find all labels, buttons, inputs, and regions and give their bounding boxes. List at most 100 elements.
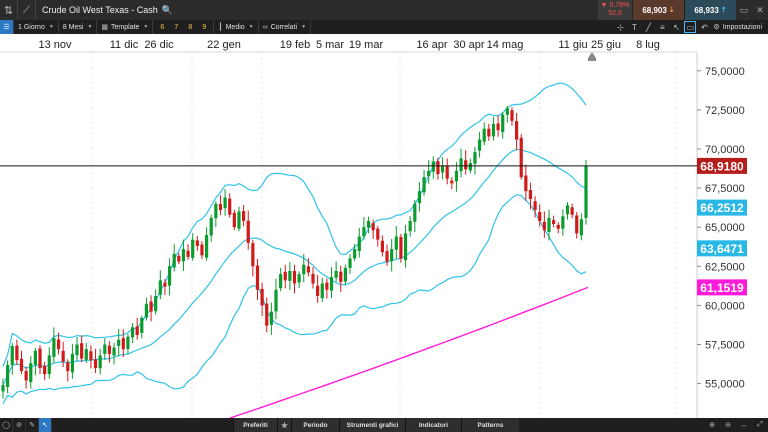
candle-body: [149, 301, 153, 312]
chart-type-icon[interactable]: ⟋: [18, 0, 36, 20]
bottom-left-tools: ◯ ⊘ ✎ ↖: [0, 418, 52, 432]
candle-body: [218, 203, 223, 210]
quick-slot-6[interactable]: 6: [160, 23, 165, 31]
buy-price-button[interactable]: 68,933 ⇡: [684, 0, 736, 20]
template-dropdown[interactable]: ▦ Template ▼: [97, 20, 154, 34]
x-tick-label: 26 dic: [144, 39, 174, 51]
buy-price: 68,933: [694, 5, 719, 15]
price-chart[interactable]: 13 nov 11 dic 26 dic 22 gen 19 feb 5 mar 19 ma…: [0, 34, 768, 418]
candle-body: [524, 175, 528, 192]
related-dropdown[interactable]: ∞ Correlati ▼: [259, 20, 312, 34]
x-axis: 13 nov 11 dic 26 dic 22 gen 19 feb 5 mar 19 ma…: [38, 39, 660, 61]
candle-body: [200, 244, 204, 256]
y-tick-label: 65,0000: [705, 222, 745, 234]
settings-button[interactable]: ⚙ Impostazioni: [711, 23, 768, 32]
candle-body: [130, 327, 135, 338]
candle-body: [70, 353, 75, 373]
candle-body: [38, 348, 42, 368]
candle-body: [66, 362, 70, 372]
pencil-icon[interactable]: ✎: [26, 418, 39, 432]
star-icon[interactable]: ★: [277, 418, 291, 432]
trendline-icon[interactable]: ╱: [646, 22, 651, 32]
candle-body: [80, 343, 84, 359]
candle-body: [575, 215, 579, 234]
fit-icon[interactable]: ↔: [740, 421, 748, 429]
zoom-out-icon[interactable]: ⊖: [725, 422, 731, 429]
timeframe-dropdown[interactable]: 1 Giorno ▼: [14, 20, 59, 34]
quick-slot-9[interactable]: 9: [202, 23, 207, 31]
x-tick-label: 16 apr: [416, 39, 448, 51]
pointer-icon[interactable]: ↖: [673, 22, 680, 32]
candle-body: [556, 224, 560, 229]
candle-body: [468, 163, 472, 171]
fibonacci-icon[interactable]: ≡: [660, 22, 665, 32]
style-dropdown[interactable]: ┃ Medio ▼: [214, 20, 259, 34]
fullscreen-icon[interactable]: ⤢: [757, 421, 763, 428]
candle-body: [533, 201, 537, 210]
zoom-in-icon[interactable]: ⊕: [709, 422, 715, 429]
tab-favorites[interactable]: Preferiti: [233, 418, 277, 432]
candle-body: [117, 339, 121, 346]
text-icon[interactable]: T: [631, 22, 637, 32]
undo-icon[interactable]: ↶: [701, 22, 708, 32]
y-tick-label: 60,0000: [705, 300, 745, 312]
candle-body: [56, 339, 61, 350]
candle-body: [422, 177, 426, 193]
search-icon[interactable]: 🔍: [161, 4, 173, 15]
candle-body: [376, 228, 380, 240]
moving-average-label-box: [697, 279, 747, 296]
crosshair-icon[interactable]: ⊹: [617, 22, 624, 32]
candle-body: [561, 216, 565, 229]
x-tick-label: 22 gen: [207, 39, 241, 51]
candle-body: [255, 265, 260, 290]
tab-indicators[interactable]: Indicatori: [405, 418, 461, 432]
candle-body: [353, 249, 357, 259]
last-price-label-box: [697, 157, 747, 174]
candle-body: [440, 166, 445, 173]
title-bar: ⇅ ⟋ Crude Oil West Texas - Cash 🔍 ▼ 0,78…: [0, 0, 768, 20]
lower-band-label-box: [697, 240, 747, 257]
x-tick-label: 13 nov: [38, 39, 72, 51]
candle-body: [366, 220, 371, 228]
quick-slot-7[interactable]: 7: [174, 23, 179, 31]
range-dropdown[interactable]: 8 Mesi ▼: [59, 20, 98, 34]
candle-body: [158, 280, 162, 295]
tab-patterns[interactable]: Patterns: [461, 418, 519, 432]
candle-body: [283, 271, 287, 281]
lower-band-line: [2, 193, 587, 405]
candle-body: [431, 161, 435, 172]
moving-average-label-text: 61,1519: [700, 281, 744, 295]
circle-icon[interactable]: ◯: [0, 418, 13, 432]
close-icon[interactable]: ✕: [752, 0, 768, 20]
candle-body: [538, 212, 542, 221]
instrument-title[interactable]: Crude Oil West Texas - Cash: [42, 5, 158, 15]
chevron-down-icon: ▼: [301, 24, 307, 30]
cursor-icon[interactable]: ↖: [39, 418, 52, 432]
tab-drawing-tools[interactable]: Strumenti grafici: [339, 418, 405, 432]
menu-icon[interactable]: ☰: [0, 20, 14, 34]
candle-body: [505, 108, 509, 115]
tab-period[interactable]: Periodo: [291, 418, 339, 432]
candle-body: [320, 283, 324, 299]
x-tick-label: 8 lug: [636, 39, 660, 51]
today-marker-base: [588, 58, 596, 61]
no-entry-icon[interactable]: ⊘: [13, 418, 26, 432]
candle-body: [570, 207, 574, 215]
minimize-icon[interactable]: ▭: [736, 0, 752, 20]
last-price-label-text: 68,9180: [700, 159, 744, 173]
quick-slot-8[interactable]: 8: [188, 23, 193, 31]
candle-body: [311, 273, 315, 284]
candle-body: [10, 346, 14, 365]
candle-body: [103, 344, 107, 354]
rectangle-icon[interactable]: ▭: [683, 20, 697, 34]
sell-price-button[interactable]: 68,903 ⇣: [632, 0, 684, 20]
candle-body: [144, 303, 149, 318]
candle-body: [246, 220, 250, 243]
app-logo-icon[interactable]: ⇅: [0, 0, 18, 20]
candle-body: [172, 253, 176, 268]
x-tick-label: 11 dic: [110, 39, 139, 51]
candle-body: [565, 205, 570, 215]
candle-body: [1, 385, 5, 392]
lower-band-label-text: 63,6471: [700, 242, 744, 256]
moving-average-line: [229, 286, 589, 418]
